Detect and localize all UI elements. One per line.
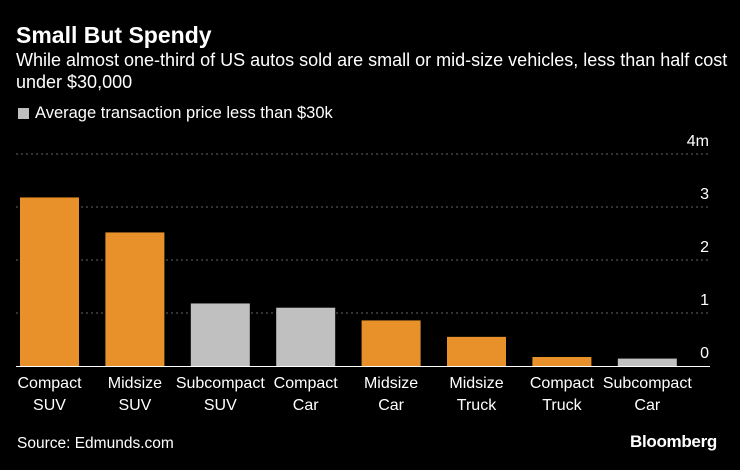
x-tick-label: Car (293, 397, 319, 414)
x-tick-label: Midsize (449, 375, 503, 392)
source-note: Source: Edmunds.com (17, 435, 174, 452)
x-tick-label: Compact (17, 375, 82, 392)
bar (617, 358, 677, 366)
bar (361, 320, 421, 366)
bar (20, 197, 79, 366)
bar (276, 307, 336, 366)
x-tick-label: Compact (274, 375, 339, 392)
legend-swatch (18, 108, 29, 119)
y-tick-label: 0 (700, 345, 709, 362)
x-tick-label: SUV (33, 397, 66, 414)
x-tick-label: Truck (542, 397, 582, 414)
x-tick-label: Midsize (364, 375, 418, 392)
y-tick-label: 1 (700, 292, 709, 309)
x-tick-label: Subcompact (603, 375, 692, 392)
x-tick-label: Subcompact (176, 375, 265, 392)
x-tick-label: Car (634, 397, 660, 414)
x-tick-label: Truck (457, 397, 497, 414)
x-tick-label: SUV (118, 397, 151, 414)
x-tick-label: SUV (204, 397, 237, 414)
y-tick-label: 2 (700, 239, 709, 256)
y-tick-label: 3 (700, 186, 709, 203)
bar (447, 336, 506, 366)
legend-label: Average transaction price less than $30k (35, 104, 333, 122)
x-tick-label: Midsize (108, 375, 162, 392)
bar (105, 232, 165, 366)
chart-subtitle: While almost one-third of US autos sold … (16, 50, 728, 92)
bloomberg-logo: Bloomberg (629, 432, 717, 451)
y-tick-label: 4m (687, 133, 709, 150)
x-tick-label: Car (378, 397, 404, 414)
chart-title: Small But Spendy (16, 22, 212, 48)
x-tick-label: Compact (530, 375, 595, 392)
legend: Average transaction price less than $30k (18, 104, 333, 123)
bar (190, 303, 250, 366)
bar (532, 356, 592, 366)
